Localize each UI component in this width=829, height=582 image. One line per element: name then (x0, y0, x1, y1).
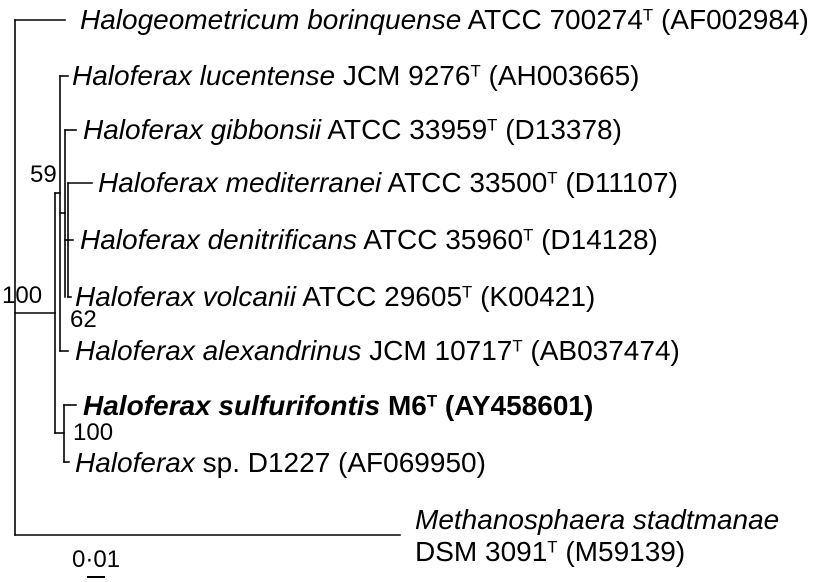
type-strain-mark: T (462, 282, 473, 302)
taxon-haloferax-mediterranei: Haloferax mediterranei ATCC 33500T (D111… (98, 169, 678, 197)
strain: JCM 10717 (369, 335, 513, 366)
bootstrap-value-59: 59 (30, 161, 57, 188)
strain: ATCC 35960 (363, 224, 524, 255)
accession: (AH003665) (488, 60, 640, 91)
accession: (AB037474) (530, 335, 680, 366)
taxon-haloferax-volcanii: Haloferax volcanii ATCC 29605T (K00421) (75, 283, 595, 311)
taxon-name: Haloferax mediterranei (98, 167, 382, 198)
taxon-name: Haloferax alexandrinus (75, 335, 362, 366)
accession: (D11107) (565, 167, 678, 198)
taxon-name: Haloferax (75, 447, 195, 478)
strain: sp. D1227 (202, 447, 331, 478)
accession: (AY458601) (444, 390, 594, 421)
strain: ATCC 33959 (327, 114, 488, 145)
taxon-haloferax-lucentense: Haloferax lucentense JCM 9276T (AH003665… (72, 62, 639, 90)
strain: DSM 3091 (415, 536, 548, 567)
bootstrap-value-haloferax: 100 (2, 282, 43, 309)
strain: M6 (387, 390, 427, 421)
accession: (K00421) (480, 281, 596, 312)
strain: JCM 9276 (342, 60, 471, 91)
type-strain-mark: T (547, 537, 558, 557)
accession: (M59139) (565, 536, 686, 567)
accession: (D14128) (541, 224, 658, 255)
accession: (AF002984) (660, 4, 809, 35)
taxon-methanosphaera-strain-line: DSM 3091T (M59139) (415, 538, 685, 566)
type-strain-mark: T (642, 5, 654, 25)
type-strain-mark: T (426, 391, 438, 411)
taxon-name: Haloferax denitrificans (80, 224, 358, 255)
accession: (AF069950) (338, 447, 486, 478)
taxon-halogeometricum-borinquense: Halogeometricum borinquense ATCC 700274T… (80, 6, 809, 34)
accession: (D13378) (505, 114, 622, 145)
strain: ATCC 700274 (467, 4, 643, 35)
type-strain-mark: T (470, 61, 481, 81)
taxon-methanosphaera-stadtmanae: Methanosphaera stadtmanae (415, 506, 779, 534)
strain: ATCC 33500 (387, 167, 548, 198)
taxon-haloferax-alexandrinus: Haloferax alexandrinus JCM 10717T (AB037… (75, 337, 680, 365)
type-strain-mark: T (523, 225, 534, 245)
taxon-name: Haloferax gibbonsii (83, 114, 322, 145)
taxon-name: Halogeometricum borinquense (80, 4, 462, 35)
taxon-name: Haloferax lucentense (72, 60, 336, 91)
taxon-haloferax-sulfurifontis: Haloferax sulfurifontis M6T (AY458601) (83, 392, 593, 420)
taxon-haloferax-denitrificans: Haloferax denitrificans ATCC 35960T (D14… (80, 226, 658, 254)
strain: ATCC 29605 (302, 281, 463, 312)
type-strain-mark: T (547, 168, 558, 188)
scale-bar-label: 0·01 (72, 546, 121, 573)
taxon-name: Methanosphaera stadtmanae (415, 504, 780, 535)
bootstrap-value-sulfurifontis: 100 (73, 419, 114, 446)
type-strain-mark: T (512, 336, 523, 356)
type-strain-mark: T (487, 115, 498, 135)
taxon-haloferax-gibbonsii: Haloferax gibbonsii ATCC 33959T (D13378) (83, 116, 622, 144)
taxon-haloferax-sp-d1227: Haloferax sp. D1227 (AF069950) (75, 449, 486, 477)
taxon-name: Haloferax volcanii (75, 281, 296, 312)
taxon-name: Haloferax sulfurifontis (83, 390, 381, 421)
bootstrap-value-62: 62 (70, 306, 97, 333)
